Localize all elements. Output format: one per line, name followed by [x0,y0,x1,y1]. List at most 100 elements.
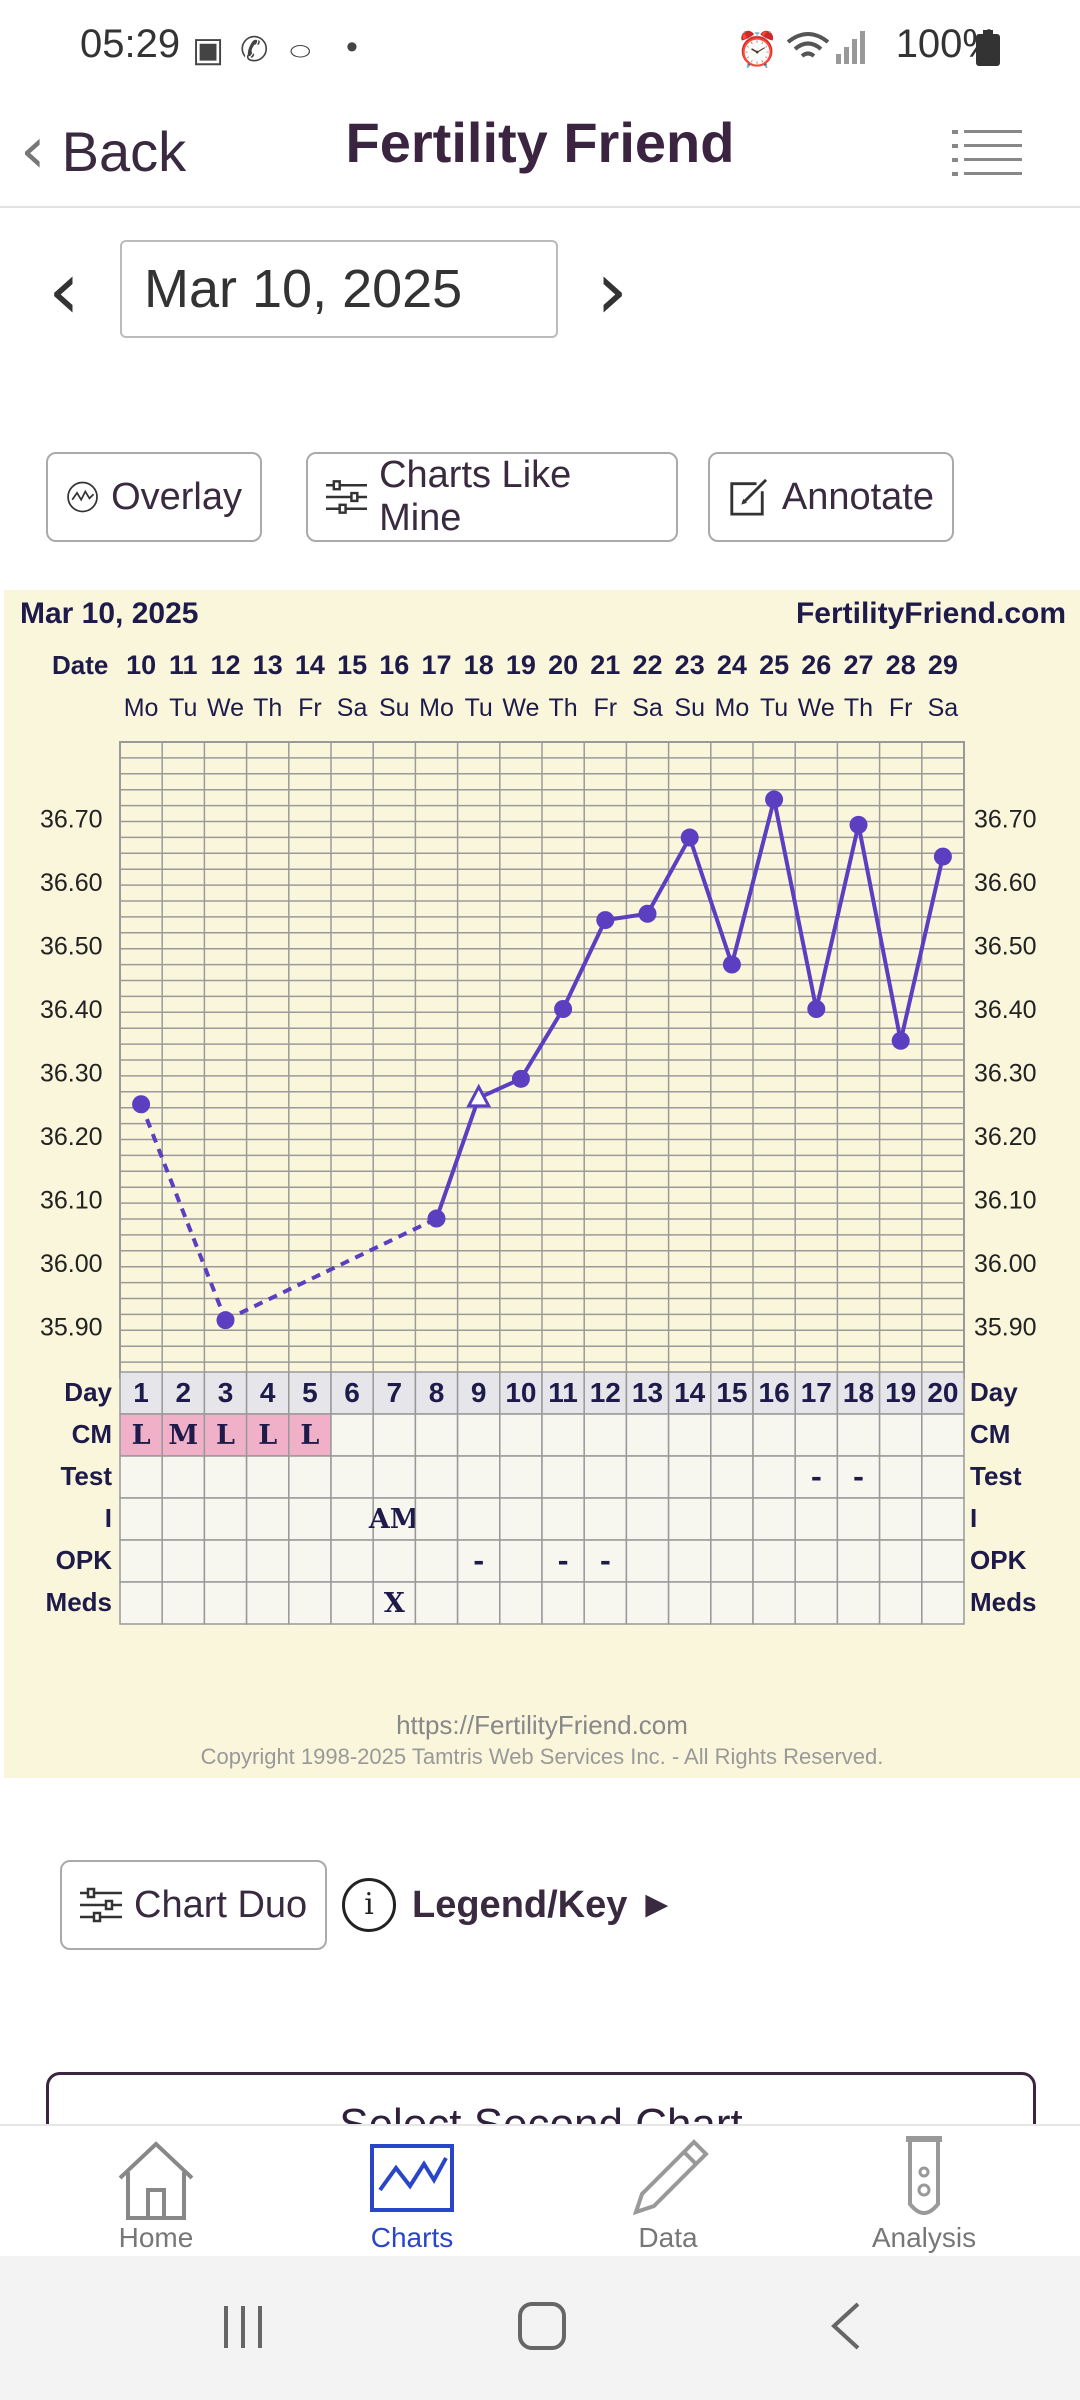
cycle-day: 16 [759,1377,790,1408]
charts-like-mine-button[interactable]: Charts Like Mine [306,452,678,542]
meds-cell-bg [752,1581,796,1625]
home-system-icon[interactable] [516,2300,568,2352]
opk-cell-bg [372,1539,417,1583]
opk-cell-bg [921,1539,965,1583]
test-cell-bg [456,1455,501,1499]
y-tick-right: 36.70 [974,806,1037,834]
cm-cell-bg [499,1413,543,1457]
weekday-tick-label: We [798,694,835,722]
temperature-point [554,1000,573,1018]
opk-cell: - [473,1546,484,1577]
weekday-tick-label: Sa [632,694,663,722]
cycle-day-bg [499,1371,543,1415]
wifi-icon [784,30,832,75]
date-tick-label: 15 [337,650,367,680]
test-cell-bg [625,1455,670,1499]
annotate-button[interactable]: Annotate [708,452,954,542]
cycle-day: 5 [302,1377,318,1408]
bottom-navigation: Home Charts Data Analysis [0,2124,1080,2256]
cycle-day-bg [330,1371,374,1415]
opk-cell-bg [161,1539,206,1583]
chart-duo-button[interactable]: Chart Duo [60,1860,328,1950]
nav-data[interactable]: Data [568,2126,768,2258]
meds-cell-bg [288,1581,332,1625]
nav-analysis[interactable]: Analysis [824,2126,1024,2258]
intercourse-cell: AM [368,1504,420,1535]
cycle-day: 4 [260,1377,276,1408]
cm-cell-bg [456,1413,501,1457]
menu-button[interactable] [952,122,1022,182]
legend-key-link[interactable]: i Legend/Key ► [342,1860,676,1950]
cycle-day-bg [203,1371,248,1415]
opk-cell-bg [499,1539,543,1583]
intercourse-cell-bg [667,1497,712,1541]
chart-footer-url[interactable]: https://FertilityFriend.com [396,1710,688,1740]
intercourse-cell-bg [921,1497,965,1541]
next-date-button[interactable]: › [596,244,628,337]
chart-line-icon [370,2144,454,2212]
date-tick-label: 11 [169,650,198,680]
opk-cell-bg [583,1539,628,1583]
meds-cell-bg [878,1581,923,1625]
row-label-left: Day [64,1377,112,1407]
temperature-line [772,799,819,1010]
fertility-chart: Mar 10, 2025 FertilityFriend.com Date 10… [4,590,1080,1778]
y-tick-right: 36.30 [974,1060,1037,1088]
weekday-tick-label: We [207,694,244,722]
y-tick-right: 36.10 [974,1187,1037,1215]
meds-cell-bg [541,1581,585,1625]
y-tick-left: 36.10 [40,1187,103,1215]
test-cell-bg [499,1455,543,1499]
back-system-icon[interactable] [826,2300,866,2352]
date-tick-label: 10 [126,650,156,680]
y-tick-left: 36.00 [40,1250,103,1278]
temperature-line [561,919,608,1010]
cm-cell-bg [667,1413,712,1457]
cm-cell-bg [288,1413,332,1457]
opk-cell-bg [203,1539,248,1583]
y-tick-right: 36.60 [974,869,1037,897]
weekday-tick-label: We [502,694,539,722]
temperature-line [519,1007,565,1080]
opk-cell-bg [330,1539,374,1583]
y-tick-left: 36.50 [40,933,103,961]
date-tick-label: 27 [843,650,873,680]
opk-cell-bg [667,1539,712,1583]
cycle-day-bg [288,1371,332,1415]
test-cell-bg [710,1455,754,1499]
chart-brand: FertilityFriend.com [796,597,1066,630]
date-tick-label: 26 [801,650,831,680]
legend-key-label: Legend/Key ► [412,1883,676,1926]
date-tick-label: 28 [886,650,916,680]
overlay-button[interactable]: Overlay [46,452,262,542]
recent-apps-icon[interactable] [218,2302,268,2352]
cycle-day: 6 [344,1377,360,1408]
test-cell-bg [288,1455,332,1499]
test-cell-bg [330,1455,374,1499]
weekday-tick-label: Mo [715,694,750,722]
previous-date-button[interactable]: ‹ [48,244,80,337]
intercourse-cell-bg [330,1497,374,1541]
intercourse-cell-bg [414,1497,459,1541]
nav-home[interactable]: Home [56,2126,256,2258]
opk-cell: - [557,1546,568,1577]
weekday-tick-label: Mo [419,694,454,722]
cycle-day-bg [119,1371,163,1415]
nav-charts[interactable]: Charts [312,2126,512,2258]
back-button[interactable]: ‹ Back [20,106,186,196]
y-tick-left: 36.40 [40,996,103,1024]
intercourse-cell-bg [456,1497,501,1541]
chart-duo-row: Chart Duo i Legend/Key ► [0,1860,1080,1950]
date-tick-label: 16 [379,650,409,680]
temperature-line [898,856,945,1042]
temperature-line [645,836,692,915]
intercourse-cell-bg [245,1497,290,1541]
opk-cell-bg [710,1539,754,1583]
cm-cell-bg [414,1413,459,1457]
chart-duo-label: Chart Duo [134,1883,308,1926]
opk-cell-bg [414,1539,459,1583]
temperature-point [638,904,657,923]
date-field[interactable]: Mar 10, 2025 [120,240,558,338]
date-tick-label: 19 [506,650,536,680]
meds-cell: X [384,1588,405,1619]
